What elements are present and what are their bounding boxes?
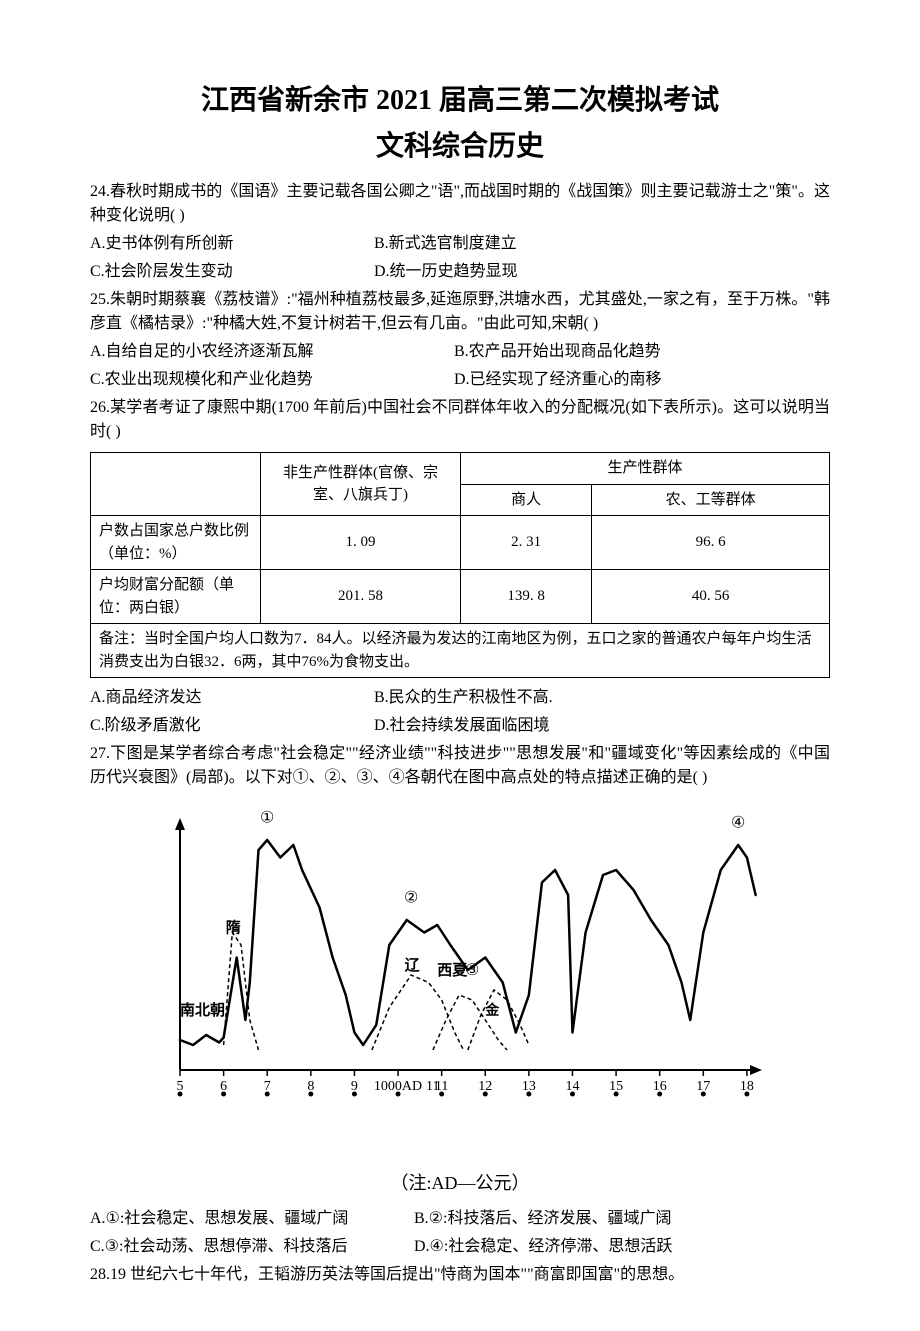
svg-text:6: 6 bbox=[220, 1079, 227, 1094]
row1-c1: 1. 09 bbox=[261, 516, 461, 570]
svg-text:8: 8 bbox=[307, 1079, 314, 1094]
th-nonprod: 非生产性群体(官僚、宗室、八旗兵丁) bbox=[261, 453, 461, 516]
row1-c2: 2. 31 bbox=[461, 516, 592, 570]
svg-text:11: 11 bbox=[435, 1079, 448, 1094]
svg-text:13: 13 bbox=[522, 1079, 536, 1094]
svg-text:14: 14 bbox=[565, 1079, 579, 1094]
q25-opt-c: C.农业出现规模化和产业化趋势 bbox=[90, 368, 450, 392]
q24-text: 24.春秋时期成书的《国语》主要记载各国公卿之"语",而战国时期的《战国策》则主… bbox=[90, 180, 830, 228]
svg-text:7: 7 bbox=[264, 1079, 271, 1094]
sub-title: 文科综合历史 bbox=[90, 126, 830, 168]
svg-text:隋: 隋 bbox=[226, 919, 241, 937]
svg-text:西夏: 西夏 bbox=[437, 962, 468, 979]
q26-opt-b: B.民众的生产积极性不高. bbox=[374, 686, 553, 710]
svg-text:12: 12 bbox=[478, 1079, 492, 1094]
q26-opt-c: C.阶级矛盾激化 bbox=[90, 714, 370, 738]
q26-opt-a: A.商品经济发达 bbox=[90, 686, 370, 710]
th-merchant: 商人 bbox=[461, 484, 592, 516]
row2-label: 户均财富分配额（单位：两白银） bbox=[91, 570, 261, 624]
chart-svg: 567891000AD111112131415161718南北朝隋辽西夏金①②③… bbox=[140, 800, 780, 1120]
q24-options-row1: A.史书体例有所创新 B.新式选官制度建立 bbox=[90, 232, 830, 256]
svg-text:南北朝: 南北朝 bbox=[180, 1001, 225, 1019]
q24-opt-c: C.社会阶层发生变动 bbox=[90, 260, 370, 284]
svg-text:金: 金 bbox=[484, 1002, 500, 1019]
q27-opt-b: B.②:科技落后、经济发展、疆域广阔 bbox=[414, 1207, 671, 1231]
row2-c1: 201. 58 bbox=[261, 570, 461, 624]
q25-opt-d: D.已经实现了经济重心的南移 bbox=[454, 368, 662, 392]
table-note: 备注：当时全国户均人口数为7．84人。以经济最为发达的江南地区为例，五口之家的普… bbox=[91, 624, 830, 678]
q28-text: 28.19 世纪六七十年代，王韬游历英法等国后提出"恃商为国本""商富即国富"的… bbox=[90, 1263, 830, 1287]
q27-opt-a: A.①:社会稳定、思想发展、疆域广阔 bbox=[90, 1207, 410, 1231]
svg-text:①: ① bbox=[260, 810, 274, 827]
q24-options-row2: C.社会阶层发生变动 D.统一历史趋势显现 bbox=[90, 260, 830, 284]
svg-text:17: 17 bbox=[696, 1079, 710, 1094]
q25-text: 25.朱朝时期蔡襄《荔枝谱》:"福州种植荔枝最多,延迤原野,洪塘水西，尤其盛处,… bbox=[90, 288, 830, 336]
q27-opt-c: C.③:社会动荡、思想停滞、科技落后 bbox=[90, 1235, 410, 1259]
q24-opt-d: D.统一历史趋势显现 bbox=[374, 260, 518, 284]
q26-options-row2: C.阶级矛盾激化 D.社会持续发展面临困境 bbox=[90, 714, 830, 738]
q27-options-row2: C.③:社会动荡、思想停滞、科技落后 D.④:社会稳定、经济停滞、思想活跃 bbox=[90, 1235, 830, 1259]
q24-opt-a: A.史书体例有所创新 bbox=[90, 232, 370, 256]
svg-text:16: 16 bbox=[653, 1079, 667, 1094]
svg-text:②: ② bbox=[404, 890, 418, 907]
svg-text:18: 18 bbox=[740, 1079, 754, 1094]
svg-text:9: 9 bbox=[351, 1079, 358, 1094]
svg-text:1000AD: 1000AD bbox=[374, 1079, 422, 1094]
svg-text:5: 5 bbox=[177, 1079, 184, 1094]
q27-options-row1: A.①:社会稳定、思想发展、疆域广阔 B.②:科技落后、经济发展、疆域广阔 bbox=[90, 1207, 830, 1231]
svg-text:15: 15 bbox=[609, 1079, 623, 1094]
q25-opt-b: B.农产品开始出现商品化趋势 bbox=[454, 340, 661, 364]
svg-text:辽: 辽 bbox=[405, 957, 420, 974]
q25-opt-a: A.自给自足的小农经济逐渐瓦解 bbox=[90, 340, 450, 364]
row1-c3: 96. 6 bbox=[592, 516, 830, 570]
q25-options-row1: A.自给自足的小农经济逐渐瓦解 B.农产品开始出现商品化趋势 bbox=[90, 340, 830, 364]
q25-options-row2: C.农业出现规模化和产业化趋势 D.已经实现了经济重心的南移 bbox=[90, 368, 830, 392]
q26-opt-d: D.社会持续发展面临困境 bbox=[374, 714, 550, 738]
row2-c2: 139. 8 bbox=[461, 570, 592, 624]
q27-text: 27.下图是某学者综合考虑"社会稳定""经济业绩""科技进步""思想发展"和"疆… bbox=[90, 742, 830, 790]
q27-opt-d: D.④:社会稳定、经济停滞、思想活跃 bbox=[414, 1235, 672, 1259]
th-prod: 生产性群体 bbox=[461, 453, 830, 485]
svg-text:③: ③ bbox=[465, 962, 479, 979]
q26-table: 非生产性群体(官僚、宗室、八旗兵丁) 生产性群体 商人 农、工等群体 户数占国家… bbox=[90, 452, 830, 678]
q24-opt-b: B.新式选官制度建立 bbox=[374, 232, 517, 256]
chart-note: （注:AD—公元） bbox=[90, 1170, 830, 1197]
row1-label: 户数占国家总户数比例（单位：%） bbox=[91, 516, 261, 570]
main-title: 江西省新余市 2021 届高三第二次模拟考试 bbox=[90, 80, 830, 122]
th-farmer: 农、工等群体 bbox=[592, 484, 830, 516]
q26-options-row1: A.商品经济发达 B.民众的生产积极性不高. bbox=[90, 686, 830, 710]
q26-text: 26.某学者考证了康熙中期(1700 年前后)中国社会不同群体年收入的分配概况(… bbox=[90, 396, 830, 444]
row2-c3: 40. 56 bbox=[592, 570, 830, 624]
q27-chart: 567891000AD111112131415161718南北朝隋辽西夏金①②③… bbox=[140, 800, 780, 1160]
svg-text:④: ④ bbox=[731, 815, 745, 832]
